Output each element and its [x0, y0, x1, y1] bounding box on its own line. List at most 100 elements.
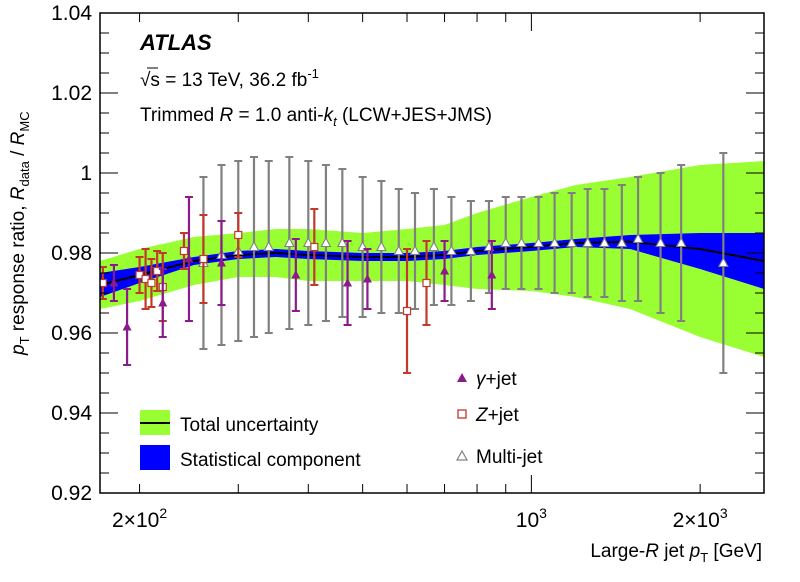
- data-point: [632, 176, 644, 302]
- marker: [122, 322, 132, 331]
- y-tick-label: 0.94: [51, 402, 92, 425]
- data-point: [549, 192, 560, 294]
- legend-gamma-label: γ+jet: [476, 369, 517, 390]
- data-point: [184, 196, 194, 322]
- legend-multijet-marker-icon: [455, 449, 469, 461]
- y-tick-label: 0.96: [51, 322, 92, 345]
- marker: [336, 236, 348, 248]
- marker: [487, 270, 497, 279]
- marker: [158, 298, 168, 307]
- data-point: [409, 192, 421, 310]
- marker: [409, 244, 421, 256]
- data-point: [582, 188, 594, 298]
- legend-multijet-label: Multi-jet: [476, 447, 543, 468]
- marker: [616, 236, 628, 248]
- data-point: [393, 188, 405, 314]
- x-axis: 2×102 103 2×103: [112, 13, 728, 532]
- jet-definition-label: Trimmed R = 1.0 anti-kt (LCW+JES+JMS): [140, 105, 492, 129]
- data-point: [179, 232, 189, 270]
- data-point: [599, 188, 610, 298]
- data-point: [283, 156, 295, 330]
- data-point: [336, 168, 348, 318]
- data-point: [109, 264, 119, 302]
- marker: [428, 240, 440, 252]
- marker: [109, 278, 119, 287]
- data-point: [428, 188, 440, 306]
- data-point: [135, 256, 144, 294]
- marker: [599, 236, 610, 248]
- statistical-uncertainty-band: [100, 233, 764, 297]
- marker: [632, 232, 644, 244]
- marker: [216, 258, 226, 267]
- atlas-label: ATLAS: [139, 30, 212, 55]
- marker: [184, 254, 194, 263]
- marker: [234, 230, 243, 240]
- legend-z-label: Z+jet: [475, 405, 519, 426]
- marker: [422, 278, 431, 288]
- legend-stat-label: Statistical component: [180, 450, 361, 471]
- data-point: [122, 288, 132, 366]
- data-point: [533, 196, 544, 290]
- data-point: [362, 248, 372, 310]
- marker: [500, 236, 512, 248]
- marker: [263, 240, 275, 252]
- x-tick-label: 2×103: [673, 505, 728, 532]
- data-point: [717, 152, 729, 374]
- data-point: [487, 240, 497, 310]
- marker: [675, 236, 687, 248]
- legend-total-label: Total uncertainty: [180, 415, 319, 436]
- data-point: [375, 180, 387, 314]
- marker: [465, 244, 477, 256]
- x-tick-label: 103: [516, 505, 547, 532]
- data-point: [100, 266, 107, 300]
- y-tick-label: 0.92: [51, 482, 92, 505]
- data-point: [440, 240, 450, 302]
- marker: [440, 266, 450, 275]
- marker: [393, 244, 405, 256]
- marker: [310, 242, 319, 252]
- data-point: [516, 196, 527, 290]
- legend-stat-swatch: [140, 445, 170, 470]
- marker: [717, 256, 729, 268]
- data-point: [500, 196, 512, 290]
- marker: [100, 278, 107, 288]
- marker: [362, 274, 372, 283]
- y-tick-label: 1.02: [51, 82, 92, 105]
- data-point: [248, 156, 260, 338]
- y-tick-label: 1.04: [51, 2, 92, 25]
- y-axis-label: pT response ratio, Rdata / RMC: [8, 111, 32, 356]
- legend-z-marker-icon: [457, 409, 467, 419]
- data-point: [422, 240, 431, 326]
- marker: [283, 236, 295, 248]
- energy-lumi-label: √s = 13 TeV, 36.2 fb-1: [140, 66, 319, 91]
- data-point: [675, 164, 687, 322]
- marker: [445, 244, 457, 256]
- y-tick-label: 0.98: [51, 242, 92, 265]
- marker: [582, 236, 594, 248]
- data-points: [100, 152, 729, 374]
- data-point: [263, 160, 275, 334]
- marker: [320, 236, 332, 248]
- data-point: [566, 192, 578, 294]
- marker: [402, 306, 412, 316]
- data-point: [310, 208, 319, 286]
- data-point: [199, 214, 208, 304]
- data-point: [402, 248, 412, 374]
- x-axis-label: Large-R jet pT [GeV]: [590, 541, 762, 565]
- marker: [199, 254, 208, 264]
- y-tick-label: 1: [80, 162, 92, 185]
- marker: [566, 236, 578, 248]
- marker: [153, 266, 162, 276]
- data-point: [465, 200, 477, 302]
- marker: [655, 236, 666, 248]
- marker: [291, 270, 301, 279]
- marker: [147, 278, 156, 288]
- data-point: [147, 258, 156, 308]
- marker: [375, 240, 387, 252]
- marker: [248, 240, 260, 252]
- data-point: [445, 196, 457, 306]
- data-point: [234, 212, 243, 258]
- data-point: [216, 220, 226, 306]
- data-point: [158, 268, 168, 338]
- data-point: [616, 184, 628, 302]
